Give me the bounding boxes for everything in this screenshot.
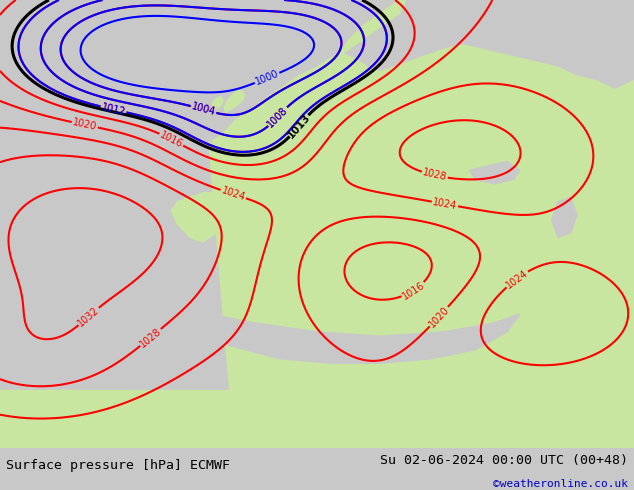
Text: 1024: 1024: [220, 186, 247, 203]
Text: 1008: 1008: [266, 104, 290, 129]
Polygon shape: [212, 97, 223, 108]
Text: 1012: 1012: [100, 102, 127, 117]
Text: 1024: 1024: [504, 268, 530, 290]
Polygon shape: [209, 45, 634, 448]
Text: Surface pressure [hPa] ECMWF: Surface pressure [hPa] ECMWF: [6, 459, 230, 471]
Text: 1020: 1020: [72, 118, 98, 132]
Text: 1020: 1020: [427, 304, 451, 329]
Text: 1016: 1016: [158, 129, 184, 149]
Text: 1012: 1012: [100, 102, 127, 117]
Text: 1013: 1013: [286, 112, 313, 140]
Text: 1028: 1028: [138, 326, 163, 349]
Text: 1028: 1028: [422, 168, 448, 183]
Text: 1000: 1000: [254, 69, 280, 87]
Text: 1008: 1008: [266, 104, 290, 129]
Polygon shape: [224, 91, 245, 113]
Text: 1004: 1004: [190, 101, 217, 118]
Text: 1024: 1024: [432, 197, 458, 211]
Text: 1032: 1032: [76, 305, 101, 328]
Polygon shape: [552, 197, 577, 238]
Text: 1004: 1004: [190, 101, 217, 118]
Text: Su 02-06-2024 00:00 UTC (00+48): Su 02-06-2024 00:00 UTC (00+48): [380, 454, 628, 467]
Polygon shape: [336, 0, 406, 58]
Text: ©weatheronline.co.uk: ©weatheronline.co.uk: [493, 479, 628, 489]
Polygon shape: [178, 305, 520, 363]
Polygon shape: [469, 161, 520, 184]
Polygon shape: [171, 188, 235, 242]
Polygon shape: [0, 390, 634, 448]
Text: 1016: 1016: [401, 280, 427, 301]
